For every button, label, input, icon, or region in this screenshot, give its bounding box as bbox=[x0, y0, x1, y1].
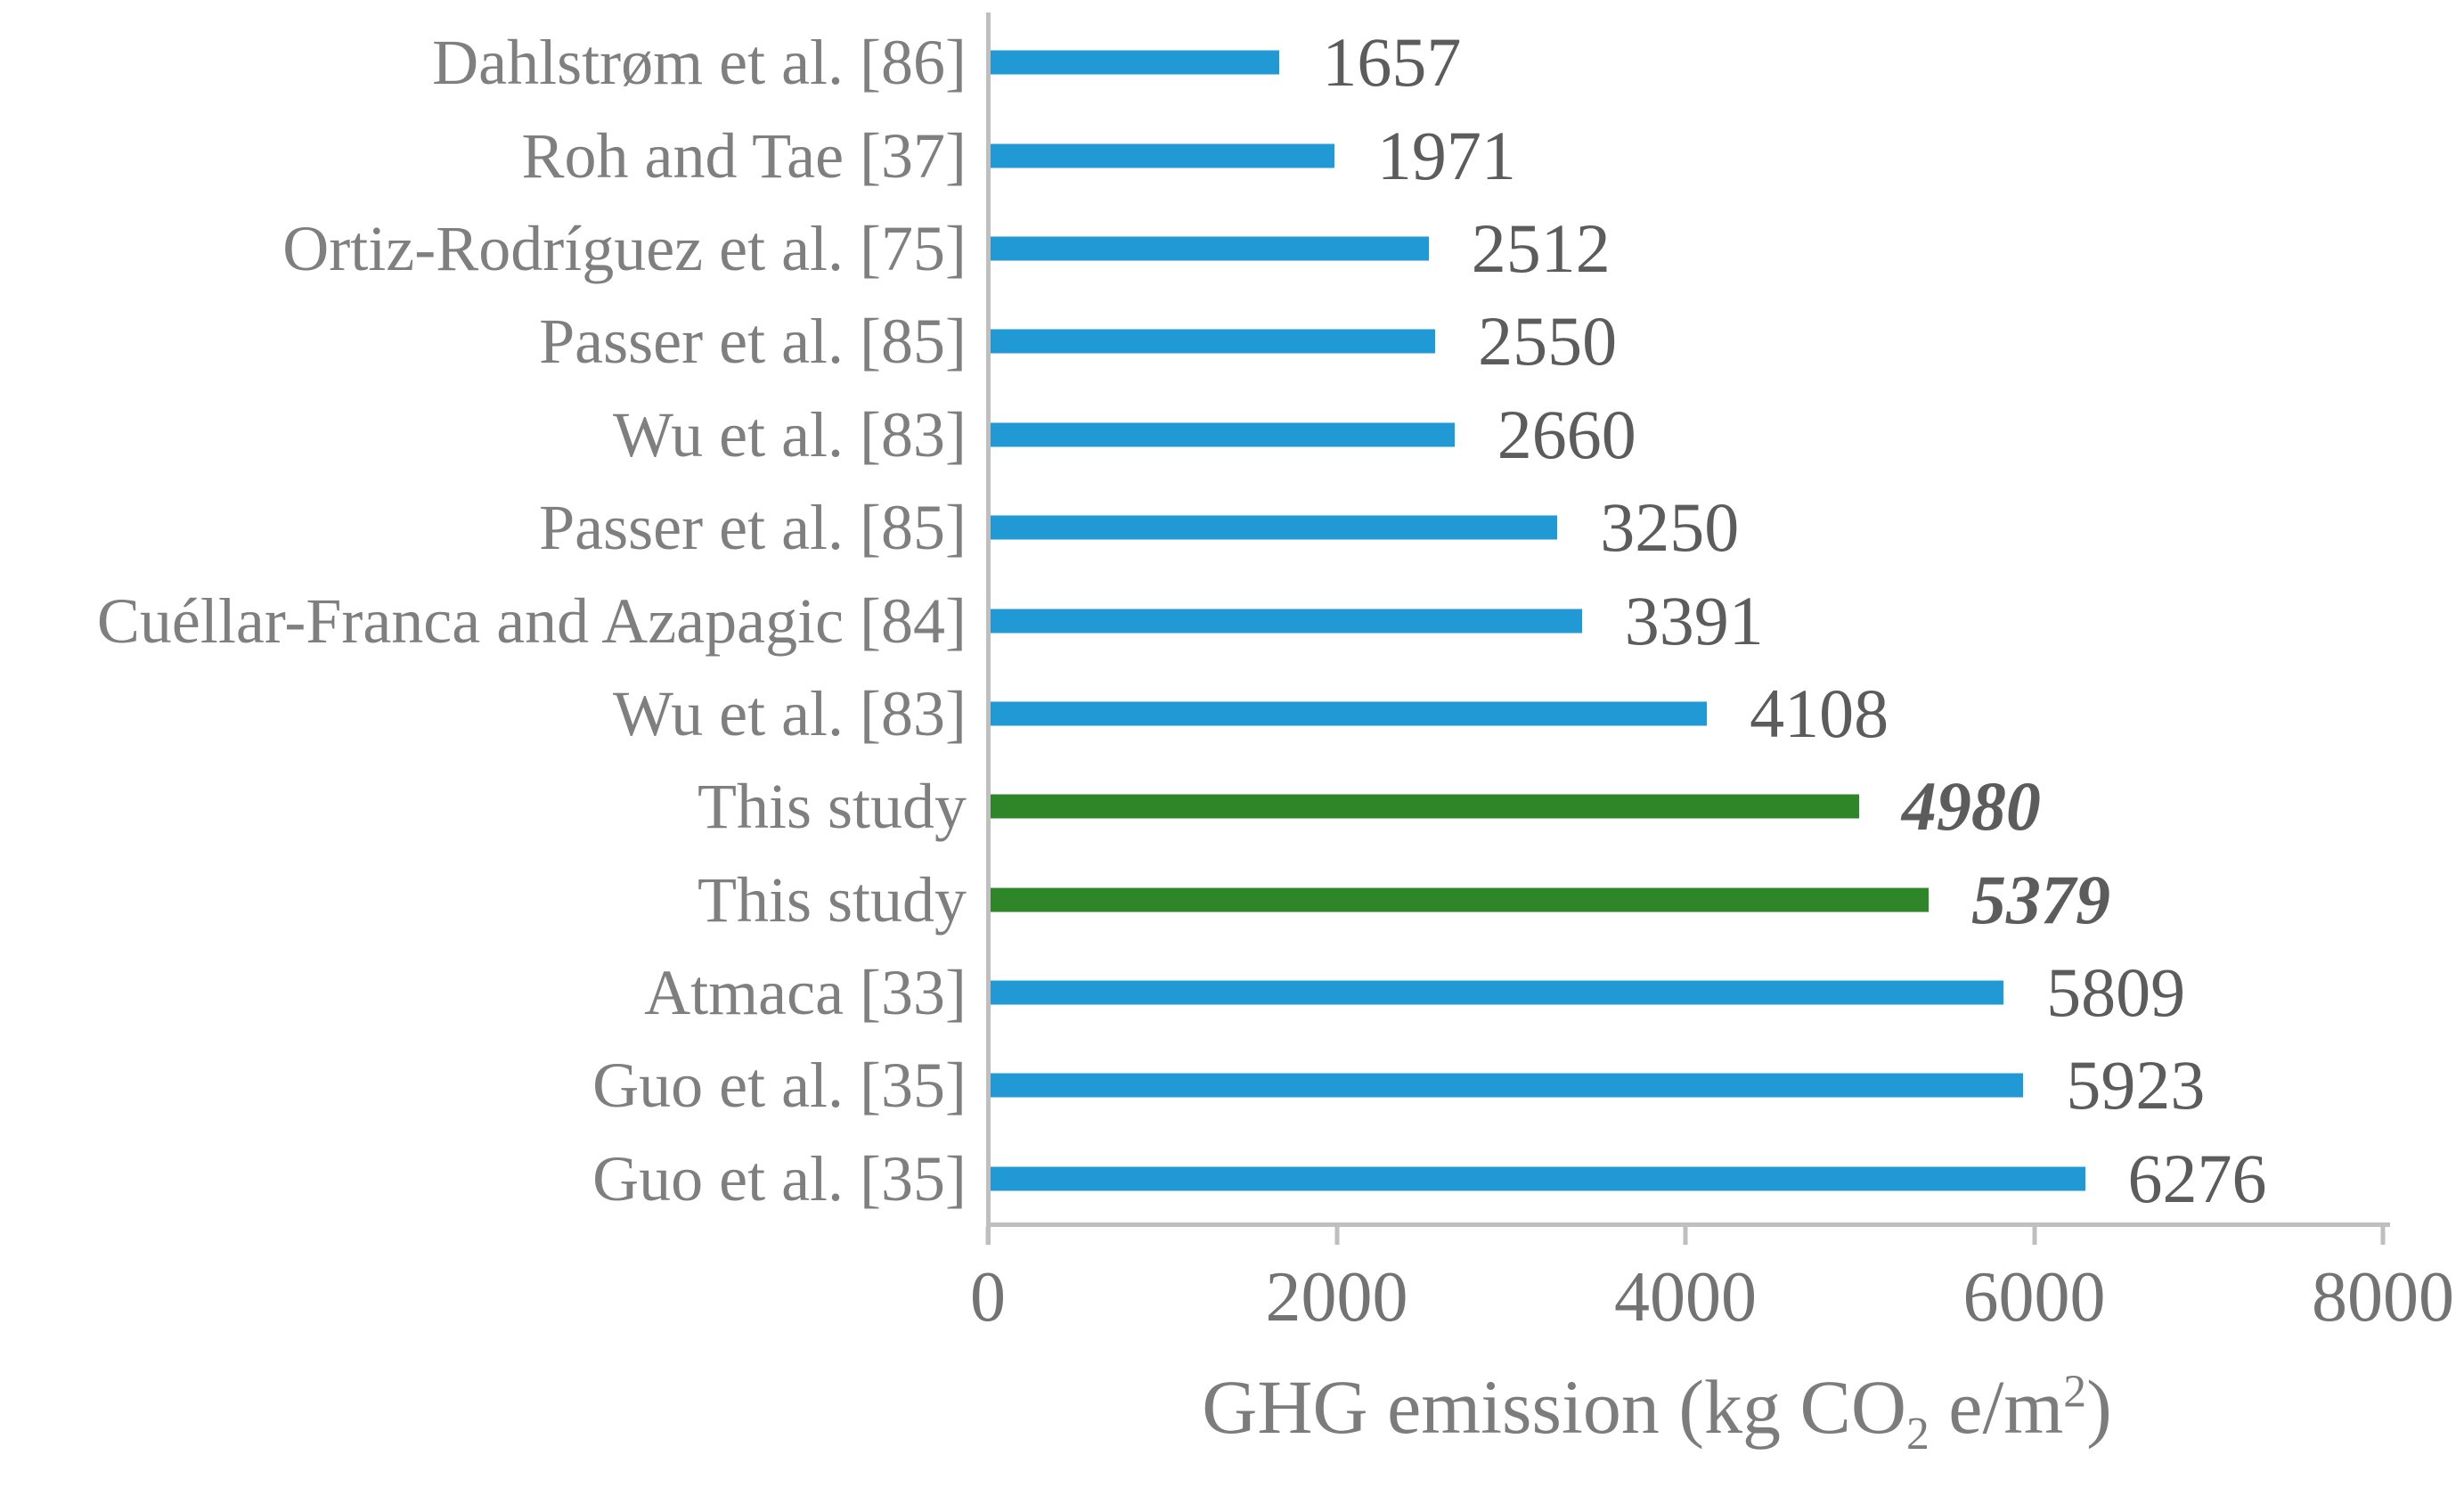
x-axis-tick bbox=[2032, 1227, 2036, 1245]
category-label: Passer et al. [85] bbox=[539, 306, 967, 378]
bar-row: 1657 bbox=[991, 16, 2386, 109]
bar-row: 2550 bbox=[991, 295, 2386, 388]
x-axis-tick bbox=[1334, 1227, 1339, 1245]
value-label: 1971 bbox=[1376, 116, 1516, 194]
value-label: 1657 bbox=[1322, 23, 1462, 102]
bar-row: 4108 bbox=[991, 667, 2386, 760]
category-label: This study bbox=[697, 771, 967, 843]
x-axis-title-subscript: 2 bbox=[1906, 1409, 1930, 1460]
x-axis-tick bbox=[2380, 1227, 2386, 1245]
plot-area: 1657 1971 2512 2550 2660 3250 3391 4108 4980 5379… bbox=[991, 16, 2386, 1225]
bar bbox=[991, 1073, 2024, 1098]
value-label: 3391 bbox=[1624, 581, 1764, 659]
category-label: Wu et al. [83] bbox=[613, 398, 967, 470]
bar bbox=[991, 329, 1436, 354]
x-axis-tick-label: 4000 bbox=[1614, 1258, 1757, 1337]
x-axis-title-text: ) bbox=[2086, 1364, 2112, 1450]
category-label: Passer et al. [85] bbox=[539, 492, 967, 564]
x-axis-tick-label: 2000 bbox=[1265, 1258, 1408, 1337]
value-label: 5809 bbox=[2046, 953, 2186, 1032]
value-label: 2512 bbox=[1471, 208, 1611, 287]
bar-row: 2660 bbox=[991, 388, 2386, 481]
bar-row: 6276 bbox=[991, 1132, 2386, 1225]
bar bbox=[991, 236, 1429, 261]
category-label: Atmaca [33] bbox=[644, 957, 967, 1029]
bar bbox=[991, 609, 1582, 634]
category-label: Roh and Tae [37] bbox=[521, 119, 967, 192]
x-axis-tick bbox=[985, 1227, 991, 1245]
bar bbox=[991, 701, 1708, 726]
x-axis-title: GHG emission (kg CO2 e/m2) bbox=[926, 1364, 2387, 1458]
category-label: Cuéllar-Franca and Azapagic [84] bbox=[96, 585, 967, 657]
bar bbox=[991, 422, 1455, 447]
category-label: This study bbox=[697, 863, 967, 936]
y-axis-line bbox=[986, 12, 991, 1245]
x-axis-tick-label: 8000 bbox=[2312, 1258, 2454, 1337]
bar bbox=[991, 980, 2004, 1005]
category-label: Guo et al. [35] bbox=[592, 1142, 967, 1214]
x-axis-tick-marks bbox=[985, 1227, 2386, 1245]
x-axis-title-text: e/m bbox=[1929, 1364, 2064, 1450]
value-label: 3250 bbox=[1600, 488, 1740, 567]
category-label: Guo et al. [35] bbox=[592, 1050, 967, 1122]
category-axis-labels: Dahlstrøm et al. [86] Roh and Tae [37] Ort… bbox=[0, 16, 967, 1225]
bar-row: 3391 bbox=[991, 574, 2386, 666]
bar-row: 5379 bbox=[991, 854, 2386, 946]
bar-row: 3250 bbox=[991, 481, 2386, 574]
bar bbox=[991, 515, 1558, 540]
x-axis-title-text: GHG emission (kg CO bbox=[1202, 1364, 1906, 1450]
category-label: Dahlstrøm et al. [86] bbox=[432, 27, 967, 99]
bar bbox=[991, 50, 1280, 75]
value-label: 6276 bbox=[2127, 1139, 2267, 1217]
value-label: 2660 bbox=[1497, 395, 1636, 473]
x-axis-title-superscript: 2 bbox=[2063, 1366, 2087, 1418]
category-label: Ortiz-Rodríguez et al. [75] bbox=[282, 212, 967, 284]
bar-row: 5809 bbox=[991, 946, 2386, 1039]
bar-row: 5923 bbox=[991, 1039, 2386, 1132]
bar-row: 4980 bbox=[991, 760, 2386, 853]
bar-highlight bbox=[991, 887, 1929, 912]
category-label: Wu et al. [83] bbox=[613, 677, 967, 749]
bar-row: 1971 bbox=[991, 109, 2386, 201]
value-label: 4108 bbox=[1750, 674, 1889, 752]
x-axis-tick-label: 6000 bbox=[1962, 1258, 2106, 1337]
value-label: 4980 bbox=[1901, 767, 2041, 846]
x-axis-tick bbox=[1683, 1227, 1688, 1245]
bar bbox=[991, 143, 1334, 168]
x-axis-tick-label: 0 bbox=[970, 1258, 1006, 1337]
value-label: 5379 bbox=[1970, 860, 2110, 938]
value-label: 2550 bbox=[1478, 302, 1618, 380]
x-axis-tick-labels: 0 2000 4000 6000 8000 bbox=[970, 1258, 2454, 1347]
bar bbox=[991, 1166, 2085, 1191]
value-label: 5923 bbox=[2066, 1046, 2206, 1124]
bar-row: 2512 bbox=[991, 202, 2386, 295]
bar-highlight bbox=[991, 794, 1859, 819]
x-axis-line bbox=[986, 1222, 2390, 1227]
